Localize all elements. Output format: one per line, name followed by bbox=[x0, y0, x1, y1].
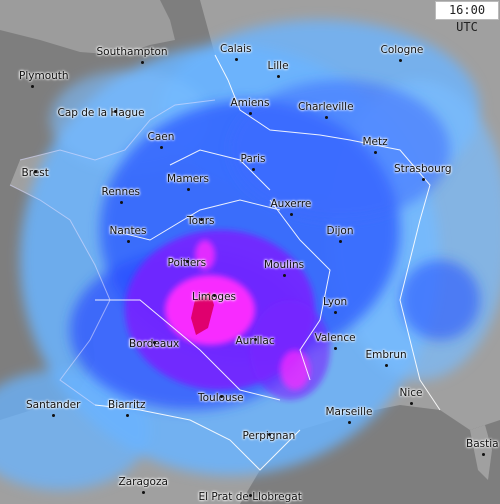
city-label: Biarritz bbox=[108, 399, 146, 411]
city-marker bbox=[142, 491, 145, 494]
city-marker bbox=[141, 61, 144, 64]
city-marker bbox=[268, 433, 271, 436]
city-marker bbox=[187, 188, 190, 191]
city-marker bbox=[422, 178, 425, 181]
city-marker bbox=[334, 311, 337, 314]
city-marker bbox=[153, 341, 156, 344]
city-label: Paris bbox=[240, 153, 266, 165]
city-label: Tours bbox=[187, 215, 215, 227]
city-marker bbox=[325, 116, 328, 119]
city-label: Metz bbox=[362, 136, 388, 148]
national-borders bbox=[94, 54, 441, 471]
city-marker bbox=[200, 218, 203, 221]
city-marker bbox=[31, 85, 34, 88]
city-marker bbox=[235, 58, 238, 61]
city-label: Embrun bbox=[365, 349, 407, 361]
city-label: Strasbourg bbox=[394, 163, 452, 175]
city-marker bbox=[334, 347, 337, 350]
city-label: Charleville bbox=[298, 101, 354, 113]
city-label: Poitiers bbox=[167, 257, 207, 269]
city-label: Valence bbox=[314, 332, 356, 344]
city-marker bbox=[120, 201, 123, 204]
city-marker bbox=[186, 260, 189, 263]
city-marker bbox=[52, 414, 55, 417]
city-marker bbox=[249, 494, 252, 497]
city-label: Brest bbox=[21, 167, 49, 179]
city-marker bbox=[482, 453, 485, 456]
city-label: Rennes bbox=[101, 186, 141, 198]
city-label: Bordeaux bbox=[129, 338, 180, 350]
city-marker bbox=[252, 168, 255, 171]
city-marker bbox=[283, 274, 286, 277]
city-label: Calais bbox=[220, 43, 252, 55]
city-label: Cologne bbox=[380, 44, 424, 56]
city-label: Santander bbox=[26, 399, 81, 411]
city-marker bbox=[114, 110, 117, 113]
great-britain-land bbox=[0, 0, 175, 55]
city-label: Zaragoza bbox=[118, 476, 168, 488]
city-marker bbox=[374, 151, 377, 154]
city-label: Auxerre bbox=[270, 198, 312, 210]
city-marker bbox=[410, 402, 413, 405]
city-marker bbox=[34, 170, 37, 173]
city-label: Aurillac bbox=[235, 335, 275, 347]
city-label: Cap de la Hague bbox=[57, 107, 145, 119]
city-label: Bastia bbox=[466, 438, 499, 450]
corsica-land bbox=[470, 425, 492, 480]
city-marker bbox=[290, 213, 293, 216]
city-label: Limoges bbox=[192, 291, 237, 303]
coastlines bbox=[9, 99, 216, 406]
precip-extreme bbox=[191, 292, 214, 335]
city-marker bbox=[127, 240, 130, 243]
city-marker bbox=[339, 240, 342, 243]
city-label: Marseille bbox=[325, 406, 373, 418]
city-label: Toulouse bbox=[198, 392, 244, 404]
city-label: Perpignan bbox=[242, 430, 296, 442]
city-marker bbox=[254, 338, 257, 341]
city-label: Amiens bbox=[230, 97, 270, 109]
city-label: El Prat de Llobregat bbox=[198, 491, 302, 503]
city-label: Dijon bbox=[326, 225, 354, 237]
city-label: Nantes bbox=[109, 225, 147, 237]
city-label: Nice bbox=[399, 387, 423, 399]
city-marker bbox=[348, 421, 351, 424]
city-label: Lille bbox=[267, 60, 289, 72]
city-marker bbox=[399, 59, 402, 62]
city-marker bbox=[249, 112, 252, 115]
city-label: Moulins bbox=[264, 259, 305, 271]
timestamp-label: 16:00 UTC bbox=[435, 1, 499, 34]
city-marker bbox=[385, 364, 388, 367]
city-label: Lyon bbox=[323, 296, 348, 308]
city-marker bbox=[126, 414, 129, 417]
city-marker bbox=[220, 395, 223, 398]
city-marker bbox=[277, 75, 280, 78]
city-label: Caen bbox=[147, 131, 175, 143]
city-label: Plymouth bbox=[19, 70, 69, 82]
city-marker bbox=[160, 146, 163, 149]
city-marker bbox=[213, 294, 216, 297]
city-label: Southampton bbox=[96, 46, 168, 58]
city-label: Mamers bbox=[167, 173, 209, 185]
